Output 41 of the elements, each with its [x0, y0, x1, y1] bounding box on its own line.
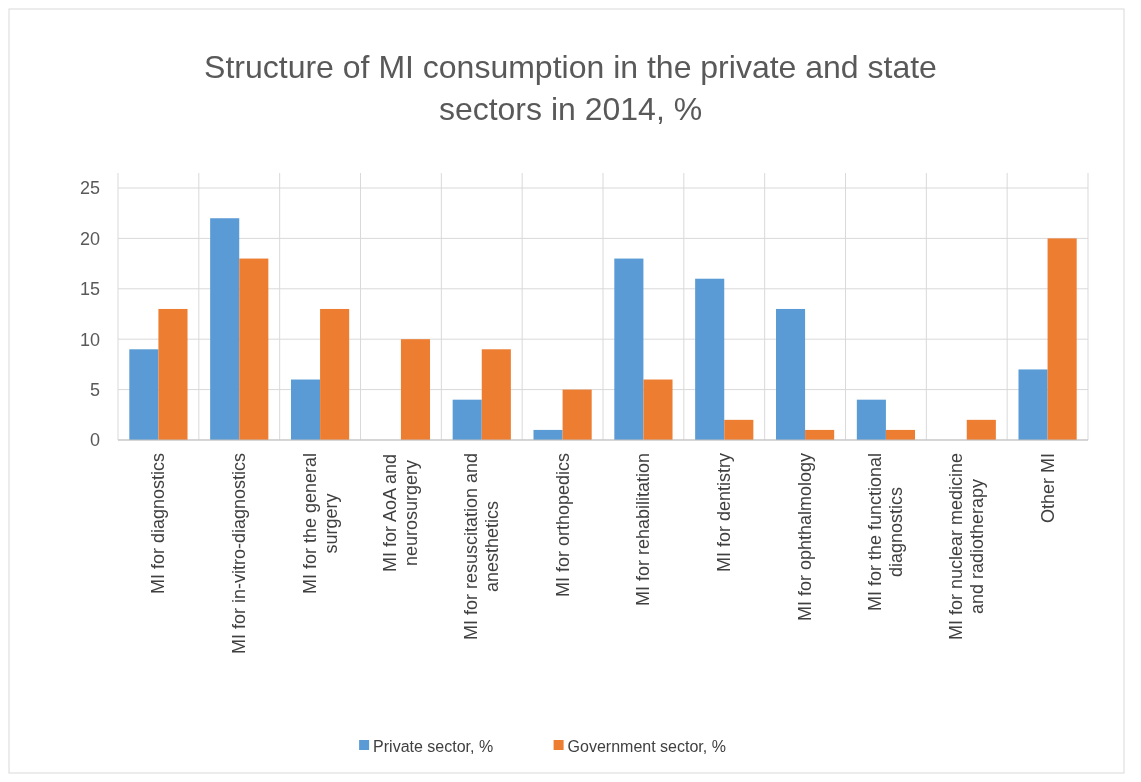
bar: [1018, 369, 1048, 440]
bar: [1047, 238, 1077, 440]
bar: [210, 218, 240, 440]
bar: [452, 399, 482, 440]
x-tick-label: MI for rehabilitation: [633, 453, 654, 607]
bar: [290, 379, 321, 440]
y-tick-label: 0: [89, 430, 100, 451]
bar: [966, 419, 996, 440]
x-tick-label: MI for the general surgery: [299, 453, 341, 595]
bar: [400, 339, 431, 440]
y-tick-label: 5: [89, 379, 100, 400]
y-tick-label: 25: [79, 178, 100, 199]
y-tick-label: 20: [79, 228, 100, 249]
bar: [562, 389, 592, 440]
x-tick-label: MI for resuscitation and anesthetics: [461, 453, 503, 641]
x-tick-label: MI for the functional diagnostics: [865, 452, 907, 612]
x-tick-label: MI for in-vitro-diagnostics: [229, 453, 250, 655]
x-tick-label: MI for ophthalmology: [795, 452, 816, 622]
bar: [129, 349, 159, 440]
bar: [481, 349, 511, 440]
x-tick-label: MI for orthopedics: [552, 453, 573, 598]
x-tick-label: MI for dentistry: [714, 453, 735, 573]
bar: [695, 278, 725, 440]
bar: [643, 379, 673, 440]
bar: [724, 419, 754, 440]
x-tick-label: MI for diagnostics: [148, 453, 169, 595]
bar: [533, 429, 563, 440]
y-tick-label: 10: [79, 329, 100, 350]
legend-label: Government sector, %: [567, 737, 726, 755]
x-tick-label: MI for AoA and neurosurgery: [380, 453, 422, 573]
bar: [856, 399, 886, 440]
y-tick-label: 15: [79, 279, 100, 300]
x-tick-label: Other MI: [1037, 453, 1058, 524]
bar: [320, 308, 350, 440]
bar: [775, 308, 806, 440]
legend-label: Private sector, %: [373, 737, 494, 755]
bar: [239, 258, 269, 440]
chart-title: Structure of MI consumption in the private and state sectors in 2014, %: [204, 49, 937, 127]
x-tick-label: MI for nuclear medicine and radiotherapy: [946, 453, 988, 641]
bar: [614, 258, 644, 440]
bar: [158, 308, 188, 440]
